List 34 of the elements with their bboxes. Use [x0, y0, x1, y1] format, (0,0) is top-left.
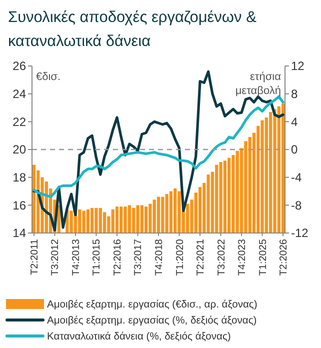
y2-axis-title: ετήσια μεταβολή	[235, 71, 282, 97]
x-tick-label: T3:2012	[50, 238, 62, 276]
y2-tick-label: -12	[291, 226, 309, 240]
x-tick-label: T1:2025	[258, 238, 269, 276]
y-tick-label: 22	[12, 114, 26, 129]
x-tick-label: T3:2022	[216, 238, 228, 276]
y2-tick-label: 12	[291, 59, 305, 74]
x-tick-label: T4:2018	[154, 238, 165, 276]
x-tick-label: T2:2021	[196, 238, 207, 276]
x-tick-label: T4:2023	[237, 238, 248, 276]
y-tick-label: 20	[12, 142, 26, 157]
x-tick-label: T4:2013	[70, 238, 82, 276]
y2-tick-label: 0	[291, 142, 298, 157]
y2-tick-label: -4	[291, 170, 302, 185]
y-tick-label: 26	[12, 59, 26, 74]
chart-title: Συνολικές αποδοχές εργαζομένων & καταναλωτικά δάνεια	[8, 9, 258, 50]
x-tick-label: T2:2026	[278, 238, 290, 276]
legend-label: Αμοιβές εξαρτημ. εργασίας (€δισ., αρ. άξονας)	[47, 300, 258, 311]
x-tick-label: T1:2020	[174, 238, 186, 276]
y-tick-label: 14	[12, 226, 26, 240]
y-axis-title: €δισ.	[36, 71, 61, 83]
legend-label: Καταναλωτικά δάνεια (%, δεξιός άξονας)	[47, 332, 231, 343]
y-tick-label: 16	[12, 198, 26, 212]
x-tick-label: T1:2015	[92, 238, 103, 276]
legend-label: Αμοιβές εξαρτημ. εργασίας (%, δεξιός άξονας)	[47, 316, 257, 327]
x-tick-label: T3:2017	[133, 238, 144, 276]
x-tick-label: T2:2016	[112, 238, 124, 276]
y-tick-label: 18	[12, 170, 26, 185]
line-series	[32, 95, 284, 198]
y2-tick-label: 4	[291, 114, 298, 129]
y-tick-label: 24	[12, 87, 26, 102]
x-tick-label: T2:2011	[29, 238, 40, 275]
y2-tick-label: 8	[291, 87, 298, 102]
y2-tick-label: -8	[291, 198, 302, 212]
